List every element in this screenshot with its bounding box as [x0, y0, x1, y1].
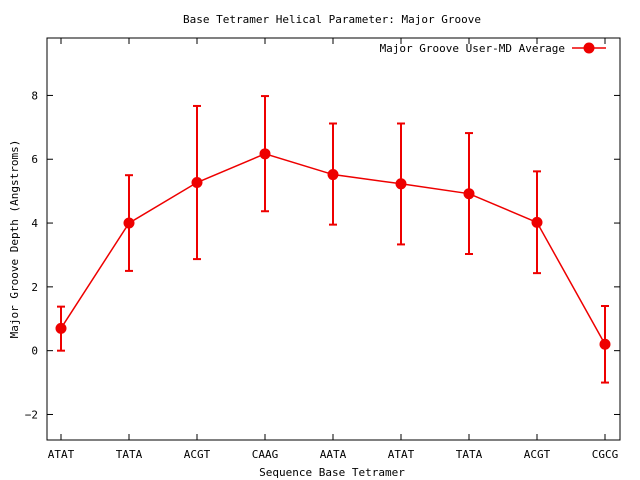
x-tick-label: ACGT — [184, 448, 211, 461]
legend-marker-swatch — [583, 42, 595, 54]
x-axis: ATAT TATA ACGT CAAG AATA ATAT TATA ACGT CGCG — [48, 38, 619, 461]
y-tick-label: −2 — [25, 408, 38, 421]
x-tick-label: ACGT — [524, 448, 551, 461]
y-axis: −2 0 2 4 6 8 — [25, 89, 620, 421]
x-tick-label: ATAT — [48, 448, 75, 461]
data-point — [327, 169, 339, 181]
y-tick-label: 2 — [31, 281, 38, 294]
x-axis-label: Sequence Base Tetramer — [259, 466, 405, 479]
x-tick-label: AATA — [320, 448, 347, 461]
x-tick-label: TATA — [456, 448, 483, 461]
data-point — [123, 217, 135, 229]
data-point — [395, 178, 407, 190]
x-tick-label: TATA — [116, 448, 143, 461]
y-tick-label: 8 — [31, 89, 38, 102]
plot-frame — [46, 37, 621, 441]
legend-label: Major Groove User-MD Average — [380, 42, 565, 55]
x-tick-label: ATAT — [388, 448, 415, 461]
data-point — [191, 177, 203, 189]
y-tick-label: 4 — [31, 217, 38, 230]
data-point — [55, 322, 67, 334]
data-point — [599, 338, 611, 350]
y-tick-label: 6 — [31, 153, 38, 166]
legend: Major Groove User-MD Average — [380, 42, 606, 55]
data-point — [259, 148, 271, 160]
x-tick-label: CAAG — [252, 448, 279, 461]
data-point — [531, 216, 543, 228]
x-tick-label: CGCG — [592, 448, 619, 461]
y-tick-label: 0 — [31, 345, 38, 358]
y-axis-label: Major Groove Depth (Angstroms) — [8, 140, 21, 339]
data-point — [463, 188, 475, 200]
chart-title: Base Tetramer Helical Parameter: Major G… — [183, 13, 481, 26]
series-layer — [55, 95, 611, 384]
